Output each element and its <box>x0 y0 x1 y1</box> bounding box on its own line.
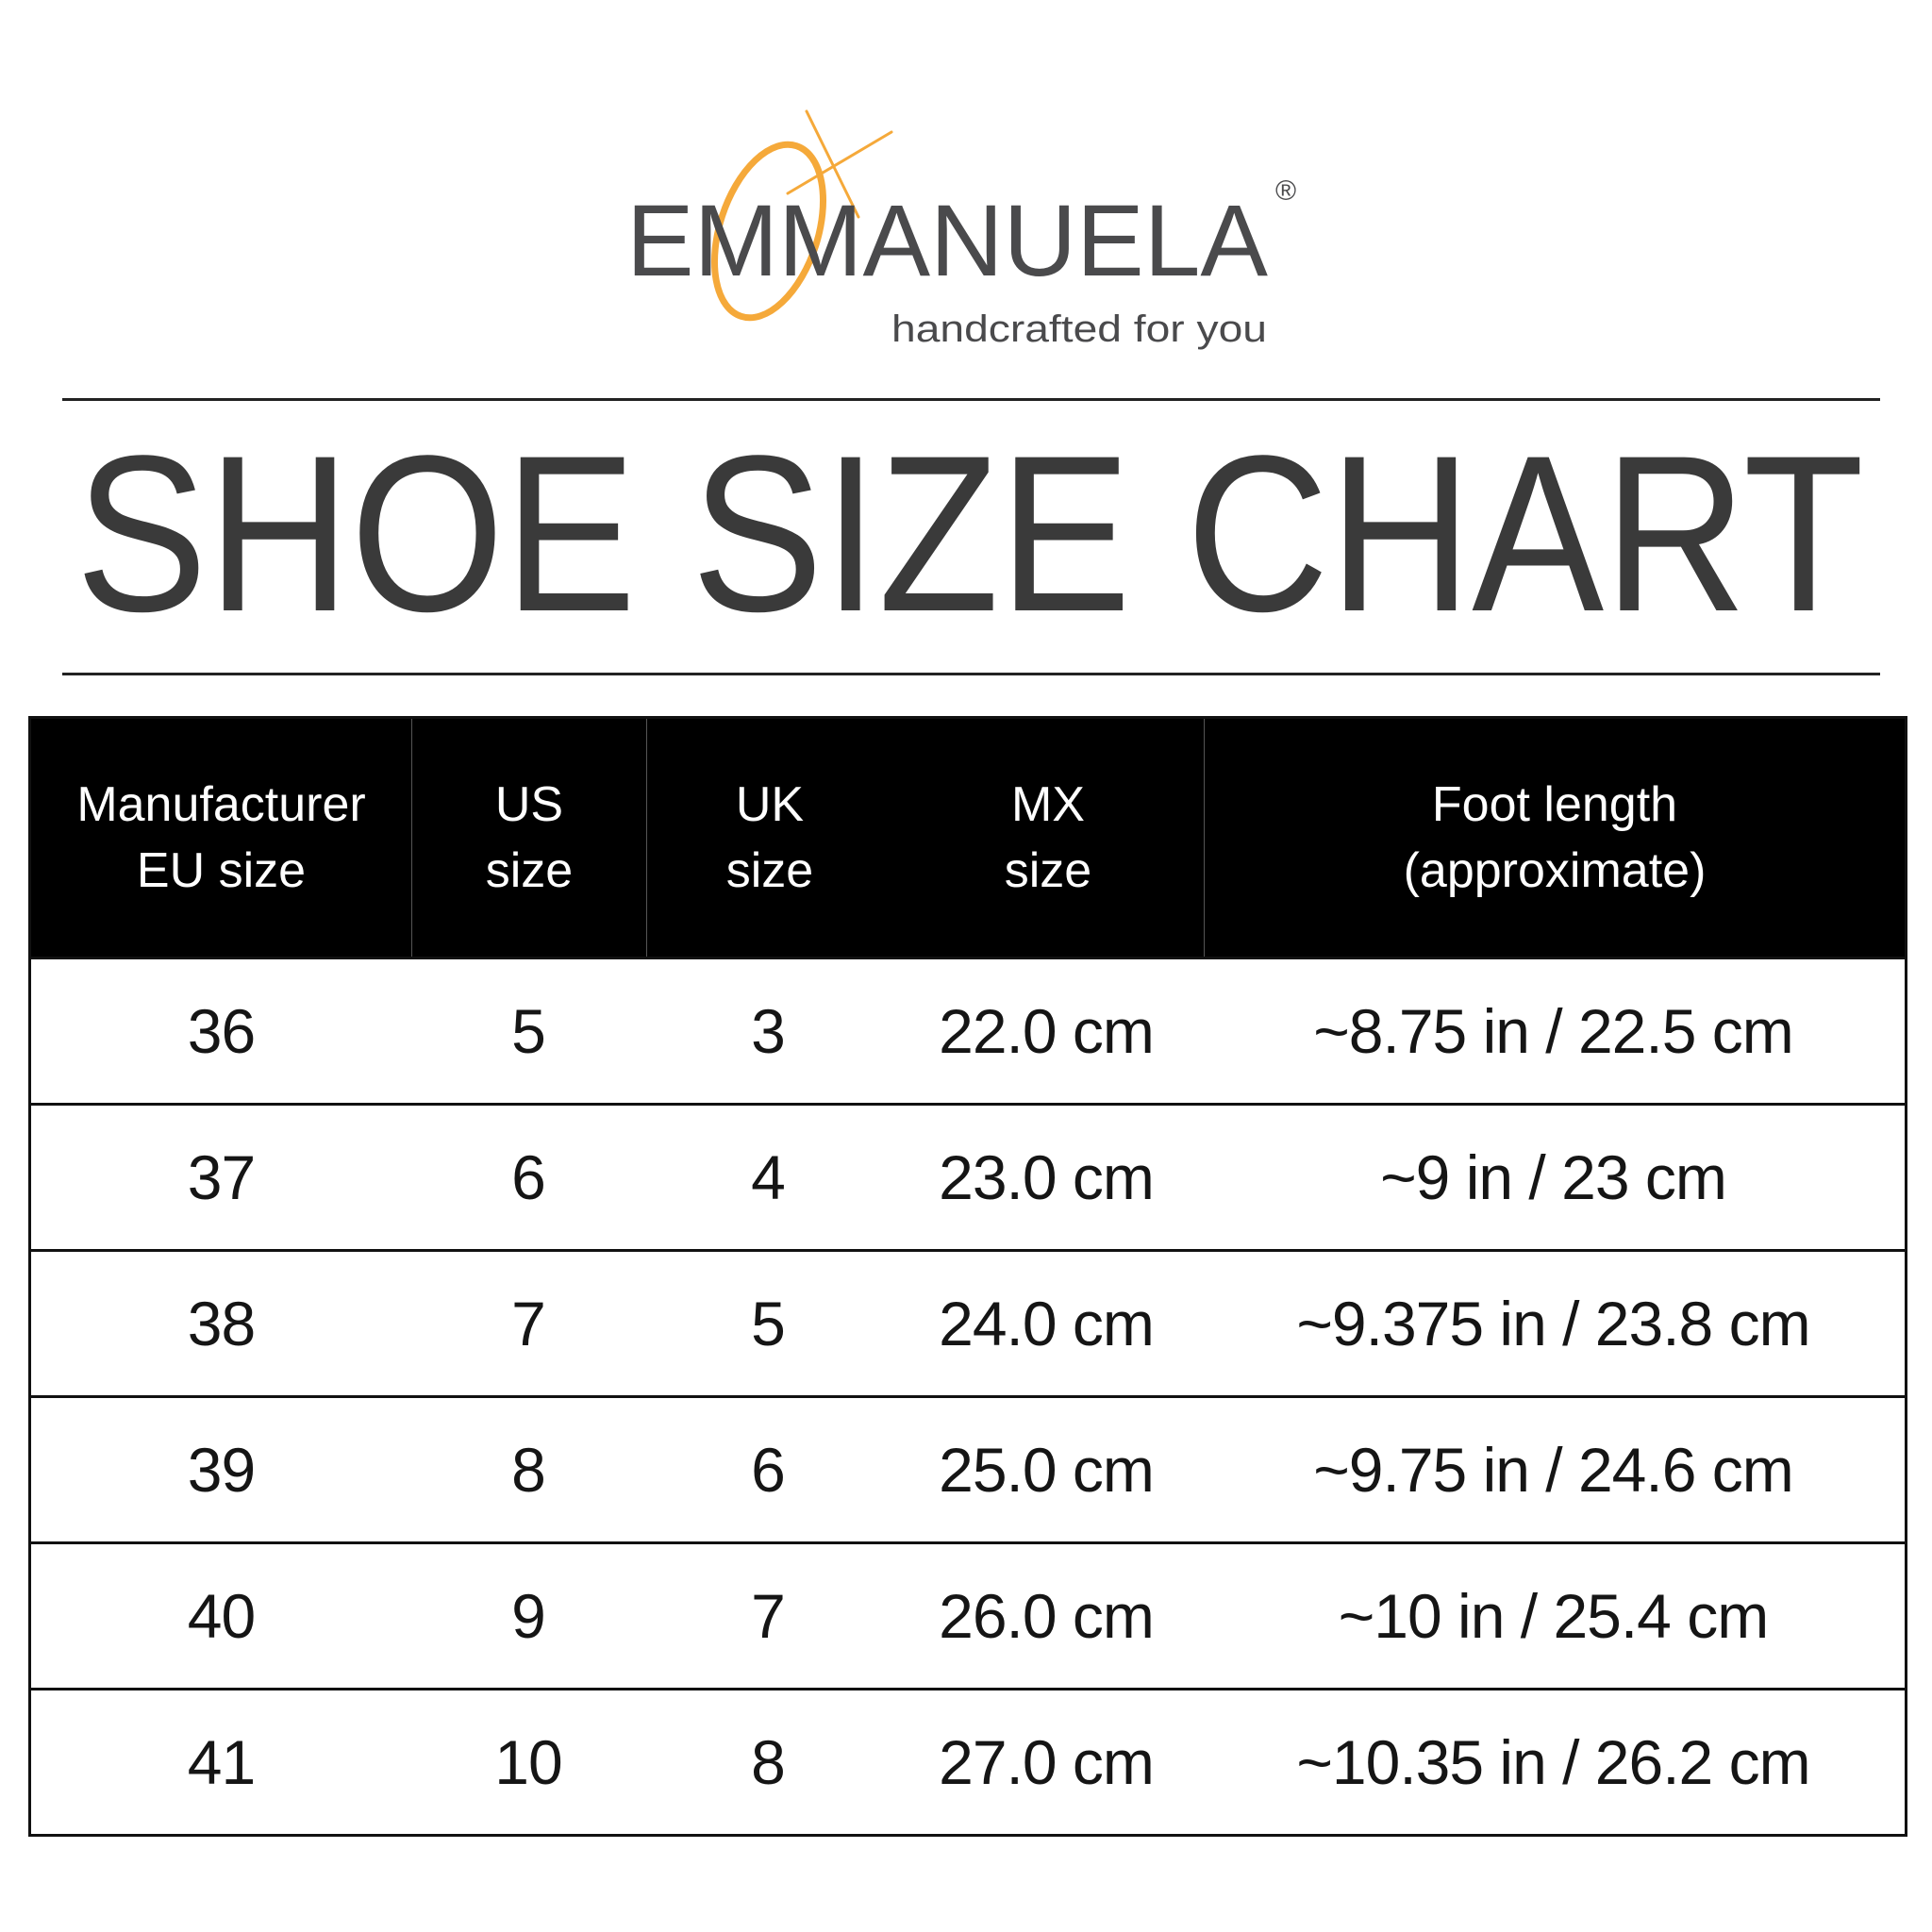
cell-eu-size: 40 <box>187 1581 256 1651</box>
cell-uk-size: 4 <box>751 1142 786 1212</box>
cell-mx-size: 27.0 cm <box>939 1727 1155 1797</box>
cell-uk-size: 8 <box>751 1727 786 1797</box>
cell-foot-length: ~9.75 in / 24.6 cm <box>1313 1435 1794 1505</box>
cell-foot-length: ~10 in / 25.4 cm <box>1338 1581 1769 1651</box>
cell-us-size: 8 <box>511 1435 546 1505</box>
cell-uk-size: 7 <box>751 1581 786 1651</box>
table-row: 40 9 7 26.0 cm ~10 in / 25.4 cm <box>31 1544 1905 1690</box>
top-divider <box>62 398 1880 401</box>
cell-foot-length: ~10.35 in / 26.2 cm <box>1296 1727 1810 1797</box>
cell-us-size: 6 <box>511 1142 546 1212</box>
table-row: 38 7 5 24.0 cm ~9.375 in / 23.8 cm <box>31 1252 1905 1398</box>
bottom-divider <box>62 673 1880 675</box>
table-body: 36 5 3 22.0 cm ~8.75 in / 22.5 cm 37 6 4 23.0 cm… <box>31 959 1905 1834</box>
table-header: Manufacturer EU size US size UK size MX … <box>31 719 1905 959</box>
cell-mx-size: 23.0 cm <box>939 1142 1155 1212</box>
header-eu-size: Manufacturer EU size <box>31 719 412 957</box>
header-mx-size: MX size <box>892 719 1205 957</box>
cell-mx-size: 26.0 cm <box>939 1581 1155 1651</box>
needle-thread-icon <box>710 109 893 322</box>
page-title-wrap: SHOE SIZE CHART <box>75 415 1864 658</box>
table-row: 37 6 4 23.0 cm ~9 in / 23 cm <box>31 1106 1905 1252</box>
header-foot-length: Foot length (approximate) <box>1403 777 1707 898</box>
cell-us-size: 5 <box>511 996 546 1066</box>
cell-mx-size: 24.0 cm <box>939 1289 1155 1358</box>
cell-uk-size: 3 <box>751 996 786 1066</box>
table-row: 39 8 6 25.0 cm ~9.75 in / 24.6 cm <box>31 1398 1905 1544</box>
cell-mx-size: 22.0 cm <box>939 996 1155 1066</box>
cell-us-size: 10 <box>494 1727 562 1797</box>
cell-eu-size: 38 <box>187 1289 256 1358</box>
brand-logo: EMMANUELA ® handcrafted for you <box>626 109 1296 350</box>
brand-tagline: handcrafted for you <box>891 308 1267 350</box>
cell-foot-length: ~9.375 in / 23.8 cm <box>1296 1289 1810 1358</box>
header-us-size: US size <box>412 719 647 957</box>
cell-foot-length: ~8.75 in / 22.5 cm <box>1313 996 1794 1066</box>
cell-eu-size: 39 <box>187 1435 256 1505</box>
cell-us-size: 7 <box>511 1289 546 1358</box>
cell-uk-size: 6 <box>751 1435 786 1505</box>
cell-mx-size: 25.0 cm <box>939 1435 1155 1505</box>
cell-eu-size: 41 <box>187 1727 256 1797</box>
cell-eu-size: 37 <box>187 1142 256 1212</box>
brand-name: EMMANUELA <box>626 183 1268 297</box>
cell-uk-size: 5 <box>751 1289 786 1358</box>
size-chart-table: Manufacturer EU size US size UK size MX … <box>28 716 1907 1837</box>
table-row: 36 5 3 22.0 cm ~8.75 in / 22.5 cm <box>31 959 1905 1106</box>
header-uk-size: UK size <box>725 777 814 898</box>
table-row: 41 10 8 27.0 cm ~10.35 in / 26.2 cm <box>31 1690 1905 1834</box>
cell-foot-length: ~9 in / 23 cm <box>1380 1142 1727 1212</box>
cell-eu-size: 36 <box>187 996 256 1066</box>
page-title: SHOE SIZE CHART <box>75 415 1864 658</box>
cell-us-size: 9 <box>511 1581 546 1651</box>
registered-mark: ® <box>1275 175 1296 207</box>
